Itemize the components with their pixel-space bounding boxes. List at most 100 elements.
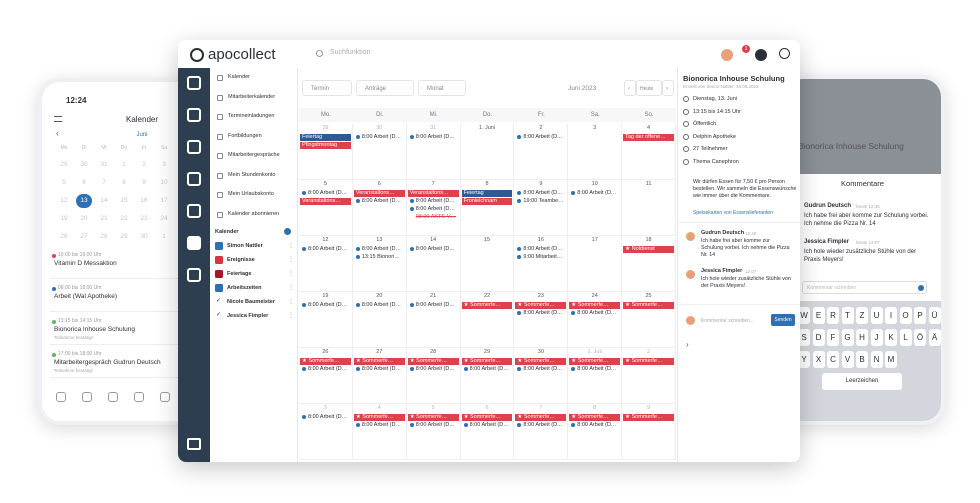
sidebar-icon[interactable] <box>187 76 201 90</box>
search[interactable]: Suchfunktion <box>330 49 371 56</box>
event[interactable]: ★ Sommerfe… <box>515 358 567 365</box>
event[interactable]: 8:00 Arbeit (D… <box>300 190 351 197</box>
day-cell[interactable]: 6 ★ Sommerfe… 8:00 Arbeit (D… <box>460 404 515 460</box>
key[interactable]: M <box>885 351 897 368</box>
day-cell[interactable]: 5 8:00 Arbeit (D… Veranstaltons… <box>299 180 353 236</box>
tab-icon[interactable] <box>134 392 144 402</box>
day-cell[interactable]: 27 ★ Sommerfe… 8:00 Arbeit (D… <box>352 348 407 404</box>
day-cell[interactable]: 7 ★ Sommerfe… 8:00 Arbeit (D… <box>514 404 569 460</box>
event[interactable]: 8:00 Arbeit (D… <box>300 414 351 421</box>
avatar[interactable] <box>721 49 733 61</box>
key[interactable]: W <box>798 307 810 324</box>
day-cell[interactable]: 30 8:00 Arbeit (D… <box>352 124 407 180</box>
day-cell[interactable]: 6 Veranstaltons… 8:00 Arbeit (D… <box>352 180 407 236</box>
mini-day[interactable]: 14 <box>100 197 108 204</box>
day-cell[interactable]: 17 <box>568 236 623 292</box>
event[interactable]: 8:00 Arbeit (D… <box>354 134 405 141</box>
event[interactable]: 8:00 Arbeit (D… <box>408 246 459 253</box>
calendar-checkbox[interactable] <box>215 242 223 250</box>
event[interactable]: 8:00 Arbeit (D… <box>569 422 620 429</box>
event[interactable]: 8:00 Arbeit (D… <box>300 246 351 253</box>
event[interactable]: 8:00 Arbeit (D… <box>408 302 459 309</box>
key[interactable]: Y <box>798 351 810 368</box>
calendar-checkbox[interactable] <box>215 256 223 264</box>
calendar-name[interactable]: Nicole Baumeister <box>227 299 275 305</box>
event[interactable]: ★ Sommerfe… <box>569 358 621 365</box>
event[interactable]: 8:00 Arbeit (D… <box>408 198 459 205</box>
day-cell[interactable]: 3 <box>568 124 623 180</box>
day-cell[interactable]: 28 ★ Sommerfe… 8:00 Arbeit (D… <box>406 348 461 404</box>
event[interactable]: 8:00 Arbeit (D… <box>569 190 620 197</box>
key[interactable]: S <box>798 329 810 346</box>
mini-day[interactable]: 1 <box>162 233 166 240</box>
key[interactable]: B <box>856 351 868 368</box>
mini-day[interactable]: 28 <box>100 233 108 240</box>
today-button[interactable]: Heute <box>636 80 662 96</box>
key[interactable]: F <box>827 329 839 346</box>
event[interactable]: 8:00 Arbeit (D… <box>515 246 566 253</box>
power-icon[interactable] <box>779 48 790 59</box>
day-cell[interactable]: 22 ★ Sommerfe… <box>460 292 515 348</box>
day-cell[interactable]: 5 ★ Sommerfe… 8:00 Arbeit (D… <box>406 404 461 460</box>
mini-day[interactable]: 13 <box>76 194 92 208</box>
event-title[interactable]: Vitamin D Messaktion <box>54 260 117 267</box>
day-cell[interactable]: 24 ★ Sommerfe… 8:00 Arbeit (D… <box>568 292 623 348</box>
day-cell[interactable]: 29 Feiertag Pfingstmontag <box>299 124 353 180</box>
day-cell[interactable]: 23 ★ Sommerfe… 8:00 Arbeit (D… <box>514 292 569 348</box>
key[interactable]: E <box>812 307 825 324</box>
event[interactable]: ★ Sommerfe… <box>623 302 674 309</box>
menu-item[interactable]: Fortbildungen <box>228 132 262 139</box>
event[interactable]: 8:00 Arbeit (D… <box>515 190 566 197</box>
calendar-name[interactable]: Ereignisse <box>227 257 255 263</box>
day-cell[interactable]: 25 ★ Sommerfe… <box>622 292 676 348</box>
event[interactable]: ★ Sommerfe… <box>569 302 621 309</box>
prev-button[interactable]: ‹ <box>624 80 636 96</box>
mini-day[interactable]: 10 <box>160 179 168 186</box>
event[interactable]: ★ Sommerfe… <box>353 414 405 421</box>
event[interactable]: 13:15 Bionori… <box>354 254 405 261</box>
tab-icon[interactable] <box>82 392 92 402</box>
event[interactable]: 8:00 Arbeit (D… <box>354 422 405 429</box>
sidebar-icon[interactable] <box>187 236 201 250</box>
mini-day[interactable]: 7 <box>102 179 106 186</box>
termin-button[interactable]: Termin <box>302 80 352 96</box>
key[interactable]: O <box>899 307 912 324</box>
event[interactable]: Veranstaltons… <box>300 198 351 205</box>
key[interactable]: N <box>870 351 883 368</box>
day-cell[interactable]: 9 ★ Sommerfe… <box>622 404 676 460</box>
tab-icon[interactable] <box>160 392 170 402</box>
event[interactable]: ★ Sommerfe… <box>407 358 459 365</box>
day-cell[interactable]: 20 8:00 Arbeit (D… <box>352 292 407 348</box>
day-cell[interactable]: 1. Juli ★ Sommerfe… 8:00 Arbeit (D… <box>568 348 623 404</box>
day-cell[interactable]: 13 8:00 Arbeit (D… 13:15 Bionori… <box>352 236 407 292</box>
event[interactable]: 8:00 Arbeit (D… <box>408 134 459 141</box>
event[interactable]: 19:00 Teambe… <box>515 198 566 205</box>
event[interactable]: Veranstaltons… <box>407 190 459 197</box>
day-cell[interactable]: 29 ★ Sommerfe… 8:00 Arbeit (D… <box>460 348 515 404</box>
event[interactable]: 08:00 AKTS-V… <box>415 214 457 220</box>
event[interactable]: Fronleichnam <box>461 198 513 205</box>
day-cell[interactable]: 12 8:00 Arbeit (D… <box>299 236 353 292</box>
day-cell[interactable]: 2 8:00 Arbeit (D… <box>514 124 569 180</box>
send-dot[interactable] <box>918 285 924 291</box>
mini-day[interactable]: 17 <box>160 197 168 204</box>
mini-day[interactable]: 3 <box>162 161 166 168</box>
sidebar-icon[interactable] <box>187 108 201 122</box>
day-cell[interactable]: 14 8:00 Arbeit (D… <box>406 236 461 292</box>
calendar-checkbox[interactable] <box>215 284 223 292</box>
mini-day[interactable]: 12 <box>60 197 68 204</box>
event[interactable]: ★ Sommerfe… <box>623 414 674 421</box>
menu-item[interactable]: Mitarbeitergespräche <box>228 152 280 158</box>
attachment-link[interactable]: Speisekarten von Essenslieferanten <box>693 210 773 216</box>
notification-badge[interactable]: 1 <box>742 45 750 53</box>
day-cell[interactable]: 31 8:00 Arbeit (D… <box>406 124 461 180</box>
mini-day[interactable]: 16 <box>140 197 148 204</box>
day-cell[interactable]: 4 ★ Sommerfe… 8:00 Arbeit (D… <box>352 404 407 460</box>
mini-day[interactable]: 29 <box>120 233 128 240</box>
mini-day[interactable]: 26 <box>60 233 68 240</box>
event[interactable]: ★ Sommerfe… <box>515 414 567 421</box>
event[interactable]: 8:00 Arbeit (D… <box>515 366 566 373</box>
mini-day[interactable]: 9 <box>142 179 146 186</box>
day-cell[interactable]: 1. Juni <box>460 124 515 180</box>
event[interactable]: ★ Sommerfe… <box>353 358 405 365</box>
